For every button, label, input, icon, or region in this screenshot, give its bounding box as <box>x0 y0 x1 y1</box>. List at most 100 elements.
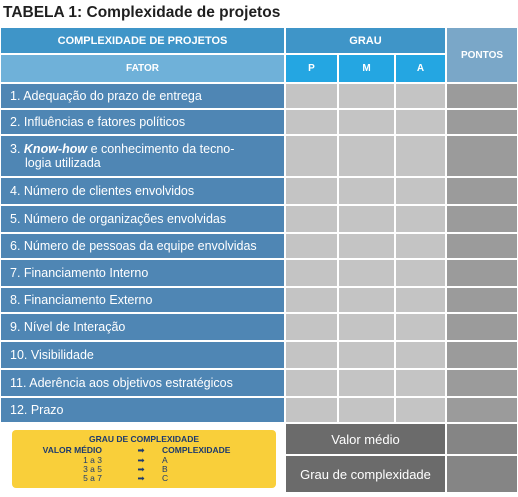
factor-label: 9. Nível de Interação <box>10 320 126 334</box>
factor-row-5: 5. Número de organizações envolvidas <box>1 206 284 232</box>
valor-medio-cell[interactable] <box>447 424 517 454</box>
legend-grade: A <box>162 455 168 465</box>
factor-row-6: 6. Número de pessoas da equipe envolvida… <box>1 234 284 258</box>
factor-3-italic: Know-how <box>23 142 88 156</box>
factor-label: 7. Financiamento Interno <box>10 266 149 280</box>
grade-cell-a[interactable] <box>396 178 445 204</box>
grade-cell-a[interactable] <box>396 288 445 312</box>
factor-label: 12. Prazo <box>10 403 64 417</box>
factor-row-2: 2. Influências e fatores políticos <box>1 110 284 134</box>
grade-cell-a[interactable] <box>396 314 445 340</box>
factor-label: 11. Aderência aos objetivos estratégicos <box>10 376 233 390</box>
grade-cell-p[interactable] <box>286 206 337 232</box>
complexity-table: COMPLEXIDADE DE PROJETOS GRAU PONTOS FAT… <box>1 28 517 496</box>
factor-row-1: 1. Adequação do prazo de entrega <box>1 84 284 108</box>
legend-grade: C <box>162 473 169 483</box>
factor-3-prefix: 3. <box>10 142 24 156</box>
grade-cell-a[interactable] <box>396 260 445 286</box>
points-cell[interactable] <box>447 370 517 396</box>
factor-label: 10. Visibilidade <box>10 348 94 362</box>
header-pontos: PONTOS <box>447 28 517 82</box>
points-cell[interactable] <box>447 84 517 108</box>
grade-cell-m[interactable] <box>339 260 394 286</box>
grade-cell-m[interactable] <box>339 314 394 340</box>
factor-label: 8. Financiamento Externo <box>10 293 153 307</box>
grade-cell-m[interactable] <box>339 342 394 368</box>
factor-row-8: 8. Financiamento Externo <box>1 288 284 312</box>
grade-cell-p[interactable] <box>286 342 337 368</box>
grade-cell-p[interactable] <box>286 370 337 396</box>
points-cell[interactable] <box>447 136 517 176</box>
grade-cell-p[interactable] <box>286 110 337 134</box>
points-cell[interactable] <box>447 110 517 134</box>
grade-cell-a[interactable] <box>396 84 445 108</box>
legend-range: 1 a 3 <box>83 455 102 465</box>
factor-3-line2: logia utilizada <box>25 156 101 170</box>
grade-cell-a[interactable] <box>396 110 445 134</box>
factor-label: 4. Número de clientes envolvidos <box>10 184 195 198</box>
complexity-legend: GRAU DE COMPLEXIDADE VALOR MÉDIO ➡ COMPL… <box>12 430 276 488</box>
points-cell[interactable] <box>447 260 517 286</box>
grade-cell-m[interactable] <box>339 234 394 258</box>
header-a: A <box>396 55 445 82</box>
points-cell[interactable] <box>447 288 517 312</box>
grade-cell-m[interactable] <box>339 178 394 204</box>
grade-cell-m[interactable] <box>339 398 394 422</box>
header-complexity: COMPLEXIDADE DE PROJETOS <box>1 28 284 53</box>
grade-cell-p[interactable] <box>286 178 337 204</box>
factor-row-3: 3. Know-how e conhecimento da tecno-logi… <box>1 136 284 176</box>
factor-row-10: 10. Visibilidade <box>1 342 284 368</box>
grade-cell-a[interactable] <box>396 370 445 396</box>
grade-cell-m[interactable] <box>339 288 394 312</box>
factor-label: 2. Influências e fatores políticos <box>10 115 186 129</box>
legend-title: GRAU DE COMPLEXIDADE <box>88 434 200 444</box>
header-grau: GRAU <box>286 28 445 53</box>
grade-cell-m[interactable] <box>339 84 394 108</box>
header-m: M <box>339 55 394 82</box>
grade-cell-p[interactable] <box>286 260 337 286</box>
valor-medio-label: Valor médio <box>286 424 445 454</box>
points-cell[interactable] <box>447 234 517 258</box>
points-cell[interactable] <box>447 342 517 368</box>
factor-row-11: 11. Aderência aos objetivos estratégicos <box>1 370 284 396</box>
grau-complexidade-label: Grau de complexidade <box>286 456 445 492</box>
grade-cell-m[interactable] <box>339 206 394 232</box>
points-cell[interactable] <box>447 178 517 204</box>
grade-cell-p[interactable] <box>286 136 337 176</box>
arrow-icon: ➡ <box>137 455 145 465</box>
table-title: TABELA 1: Complexidade de projetos <box>3 4 281 21</box>
factor-row-9: 9. Nível de Interação <box>1 314 284 340</box>
points-cell[interactable] <box>447 398 517 422</box>
factor-label: 6. Número de pessoas da equipe envolvida… <box>10 239 257 253</box>
grade-cell-p[interactable] <box>286 84 337 108</box>
grade-cell-a[interactable] <box>396 342 445 368</box>
grade-cell-p[interactable] <box>286 288 337 312</box>
legend-col2-header: COMPLEXIDADE <box>162 445 231 455</box>
points-cell[interactable] <box>447 206 517 232</box>
legend-range: 5 a 7 <box>83 473 102 483</box>
grade-cell-m[interactable] <box>339 136 394 176</box>
arrow-icon: ➡ <box>137 464 145 474</box>
grade-cell-p[interactable] <box>286 398 337 422</box>
factor-row-12: 12. Prazo <box>1 398 284 422</box>
grade-cell-a[interactable] <box>396 398 445 422</box>
grade-cell-m[interactable] <box>339 370 394 396</box>
factor-row-4: 4. Número de clientes envolvidos <box>1 178 284 204</box>
points-cell[interactable] <box>447 314 517 340</box>
grade-cell-a[interactable] <box>396 234 445 258</box>
arrow-icon: ➡ <box>137 473 145 483</box>
grade-cell-p[interactable] <box>286 234 337 258</box>
legend-col1-header: VALOR MÉDIO <box>42 445 102 455</box>
grade-cell-a[interactable] <box>396 136 445 176</box>
factor-label: 5. Número de organizações envolvidas <box>10 212 227 226</box>
legend-range: 3 a 5 <box>83 464 102 474</box>
grade-cell-p[interactable] <box>286 314 337 340</box>
header-fator: FATOR <box>1 55 284 82</box>
grade-cell-a[interactable] <box>396 206 445 232</box>
arrow-icon: ➡ <box>137 445 145 455</box>
factor-label: 1. Adequação do prazo de entrega <box>10 89 202 103</box>
grau-complexidade-cell[interactable] <box>447 456 517 492</box>
factor-row-7: 7. Financiamento Interno <box>1 260 284 286</box>
factor-3-rest: e conhecimento da tecno- <box>87 142 235 156</box>
grade-cell-m[interactable] <box>339 110 394 134</box>
